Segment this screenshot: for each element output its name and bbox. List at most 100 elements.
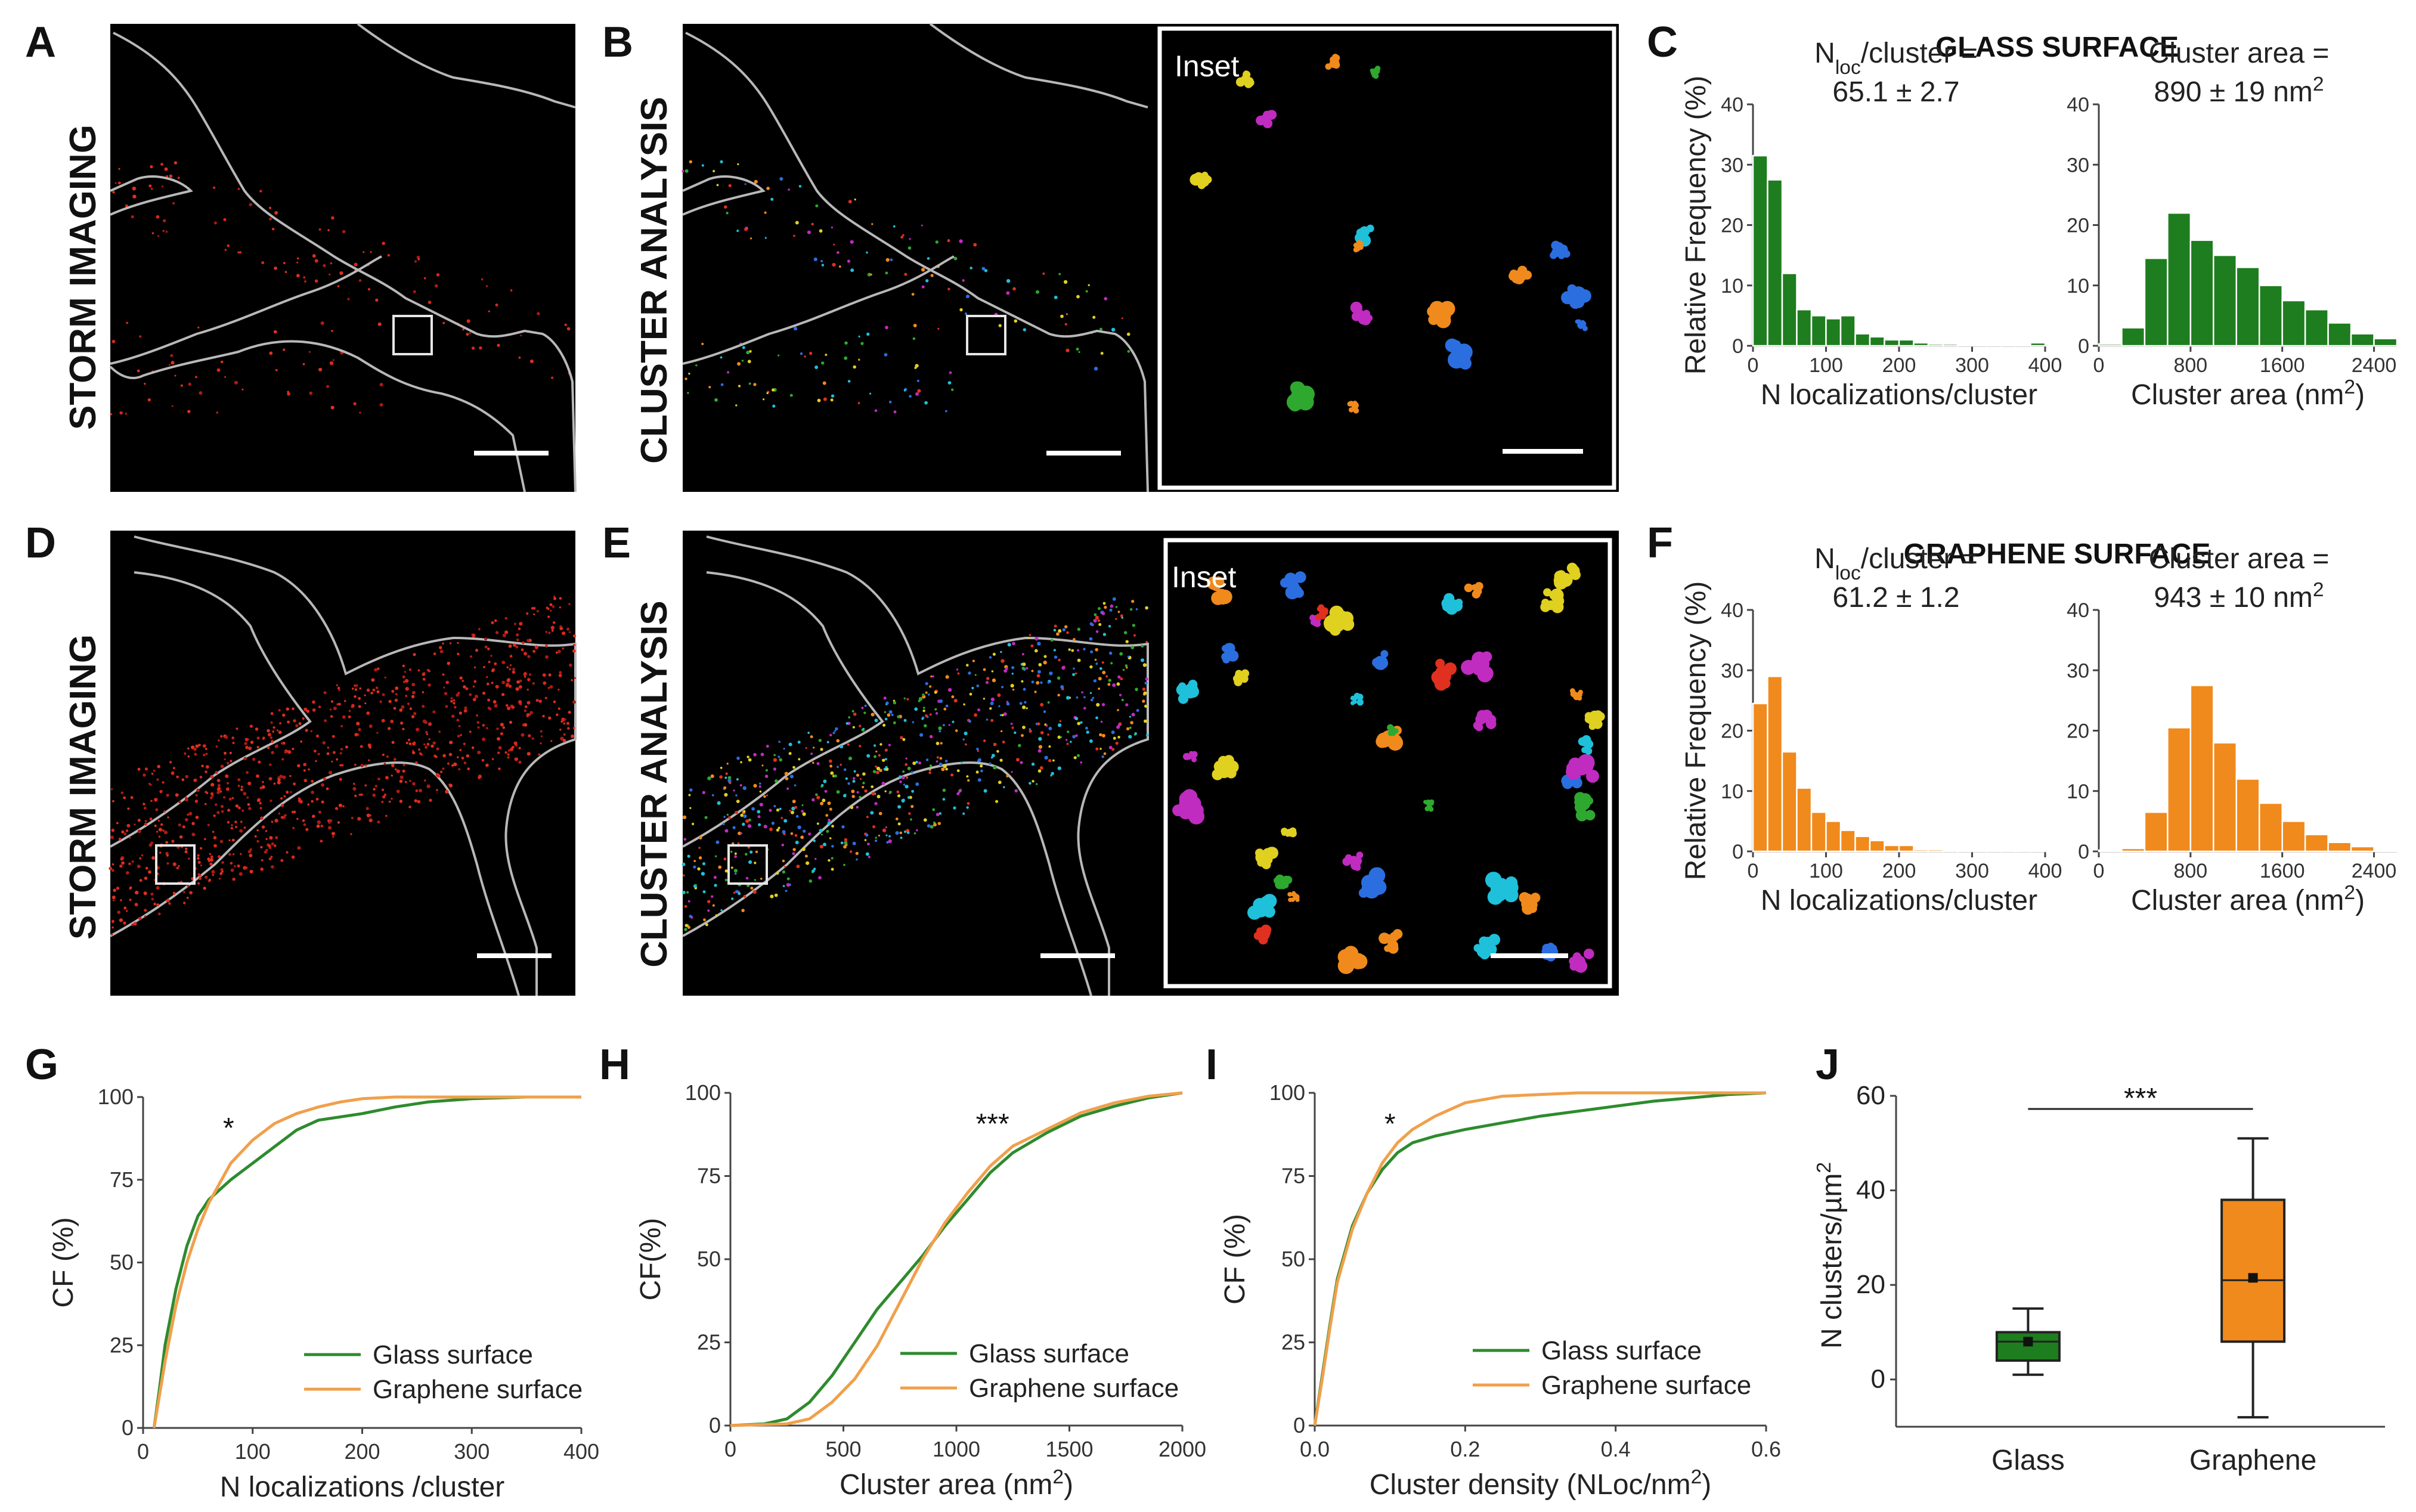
localization-dot [1089,739,1093,743]
localization-dot [707,900,711,903]
localization-dot [547,687,550,689]
localization-dot [133,922,137,926]
localization-dot [726,212,729,215]
y-axis-label: CF (%) [1219,1214,1251,1305]
localization-dot [738,831,742,835]
localization-dot [1026,667,1029,670]
localization-dot [528,734,531,738]
localization-dot [155,808,159,811]
localization-dot [781,843,785,847]
localization-dot [1130,646,1135,649]
localization-dot [471,633,473,636]
localization-dot [408,805,411,808]
localization-dot [875,765,877,768]
localization-dot [1085,290,1088,293]
localization-dot [544,696,547,699]
localization-dot [559,606,561,609]
localization-dot [131,215,134,219]
localization-dot [213,836,217,840]
panel-letter-g: G [25,1041,58,1089]
localization-dot [381,718,385,723]
localization-dot [457,735,460,738]
localization-dot [275,369,278,371]
localization-dot [428,738,430,740]
localization-dot [695,364,698,367]
y-tick-label: 75 [697,1164,721,1188]
localization-dot [862,727,865,730]
localization-dot [684,904,687,908]
localization-dot [481,759,485,762]
localization-dot [831,394,835,398]
localization-dot [927,257,930,260]
histogram-bar [1752,154,1768,347]
cluster-blob [1309,614,1321,627]
localization-dot [1075,672,1077,675]
panel-letter-h: H [599,1041,630,1089]
cluster-blob [1182,751,1198,763]
localization-dot [302,717,305,720]
localization-dot [766,794,769,797]
localization-dot [993,766,997,770]
x-tick-label: 400 [2028,354,2062,377]
localization-dot [874,718,878,723]
localization-dot [411,690,416,695]
localization-dot [132,187,136,191]
localization-dot [921,285,925,289]
localization-dot [402,769,405,773]
localization-dot [469,730,472,733]
localization-dot [444,692,448,695]
localization-dot [907,246,912,250]
localization-dot [903,697,906,700]
localization-dot [1098,607,1101,611]
localization-dot [760,752,764,757]
localization-dot [559,625,562,628]
localization-dot [271,865,274,869]
localization-dot [169,761,172,764]
localization-dot [1133,634,1136,637]
histogram-bar [2189,684,2214,853]
significance-marker: * [1384,1108,1396,1140]
localization-dot [766,392,769,395]
localization-dot [237,188,240,190]
localization-dot [740,813,744,817]
localization-dot [964,312,968,315]
localization-dot [271,228,275,231]
localization-dot [738,892,741,896]
localization-dot [1088,284,1090,286]
cluster-blob [1287,891,1300,902]
localization-dot [393,758,397,761]
localization-dot [363,251,365,253]
localization-dot [509,720,513,724]
localization-dot [110,413,113,416]
localization-dot [337,702,341,706]
localization-dot [358,705,361,708]
localization-dot [231,838,235,842]
x-axis-label: N localizations /cluster [220,1471,505,1503]
localization-dot [1078,351,1080,354]
localization-dot [526,752,531,756]
localization-dot [1101,703,1105,707]
localization-dot [916,829,918,832]
localization-dot [156,215,160,219]
localization-dot [836,790,840,794]
localization-dot [1092,696,1095,699]
localization-dot [841,825,845,829]
localization-dot [1038,745,1043,749]
localization-dot [689,788,693,792]
localization-dot [972,659,975,662]
localization-dot [134,903,138,907]
localization-dot [125,871,129,875]
localization-dot [909,238,911,240]
localization-dot [228,839,231,842]
cluster-blob [1473,934,1501,960]
localization-dot [364,694,366,696]
localization-dot [180,384,183,387]
localization-dot [261,261,265,265]
y-tick-label: 0 [1732,335,1743,358]
localization-dot [749,237,752,240]
localization-dot [160,823,163,826]
localization-dot [428,722,432,726]
localization-dot [945,675,949,679]
localization-dot [498,746,502,750]
localization-dot [209,862,213,866]
